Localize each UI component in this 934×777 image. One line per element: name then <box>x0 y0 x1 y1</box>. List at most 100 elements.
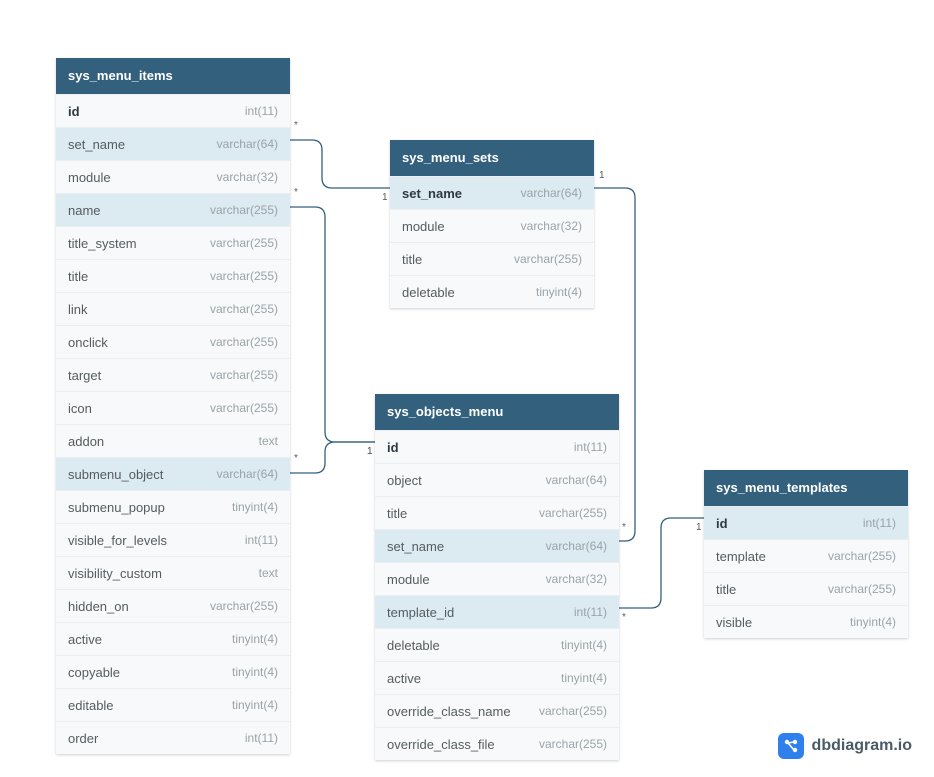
column-name: name <box>68 203 101 218</box>
column-type: varchar(255) <box>539 506 607 520</box>
table-row[interactable]: deletabletinyint(4) <box>375 628 619 661</box>
table-sys_menu_templates[interactable]: sys_menu_templatesid int(11) template varch… <box>704 470 908 638</box>
table-sys_objects_menu[interactable]: sys_objects_menuidint(11) object varchar(6… <box>375 394 619 760</box>
table-row[interactable]: titlevarchar(255) <box>390 242 594 275</box>
relationship-edge <box>619 518 704 608</box>
column-type: varchar(255) <box>210 368 278 382</box>
column-name: module <box>68 170 111 185</box>
table-row[interactable]: addon text <box>56 424 290 457</box>
column-type: int(11) <box>863 516 896 530</box>
table-row[interactable]: hidden_onvarchar(255) <box>56 589 290 622</box>
cardinality-label: * <box>294 187 298 198</box>
column-type: varchar(32) <box>217 170 278 184</box>
column-name: addon <box>68 434 104 449</box>
column-type: varchar(255) <box>210 599 278 613</box>
table-row[interactable]: template_idint(11) <box>375 595 619 628</box>
table-row[interactable]: name varchar(255) <box>56 193 290 226</box>
column-type: varchar(64) <box>217 137 278 151</box>
table-row[interactable]: onclickvarchar(255) <box>56 325 290 358</box>
column-name: id <box>716 516 728 531</box>
column-type: varchar(255) <box>210 203 278 217</box>
table-row[interactable]: iconvarchar(255) <box>56 391 290 424</box>
column-name: set_name <box>402 186 462 201</box>
table-row[interactable]: idint(11) <box>375 430 619 463</box>
table-row[interactable]: modulevarchar(32) <box>375 562 619 595</box>
table-row[interactable]: id int(11) <box>56 94 290 127</box>
cardinality-label: 1 <box>696 522 702 533</box>
table-row[interactable]: deletabletinyint(4) <box>390 275 594 308</box>
watermark: dbdiagram.io <box>778 733 912 759</box>
column-type: varchar(32) <box>521 219 582 233</box>
column-type: int(11) <box>245 104 278 118</box>
column-name: template_id <box>387 605 454 620</box>
cardinality-label: 1 <box>367 446 373 457</box>
table-row[interactable]: template varchar(255) <box>704 539 908 572</box>
column-type: tinyint(4) <box>232 665 278 679</box>
table-row[interactable]: orderint(11) <box>56 721 290 754</box>
column-type: int(11) <box>574 440 607 454</box>
column-type: varchar(64) <box>521 186 582 200</box>
table-row[interactable]: id int(11) <box>704 506 908 539</box>
column-type: tinyint(4) <box>232 698 278 712</box>
column-name: copyable <box>68 665 120 680</box>
table-row[interactable]: set_namevarchar(64) <box>375 529 619 562</box>
column-name: editable <box>68 698 114 713</box>
table-row[interactable]: override_class_namevarchar(255) <box>375 694 619 727</box>
table-row[interactable]: module varchar(32) <box>390 209 594 242</box>
column-name: module <box>402 219 445 234</box>
relationship-edge <box>290 442 375 473</box>
column-type: int(11) <box>245 533 278 547</box>
table-row[interactable]: activetinyint(4) <box>375 661 619 694</box>
table-row[interactable]: link varchar(255) <box>56 292 290 325</box>
table-row[interactable]: title varchar(255) <box>56 259 290 292</box>
table-header[interactable]: sys_menu_sets <box>390 140 594 176</box>
column-type: tinyint(4) <box>232 632 278 646</box>
table-row[interactable]: object varchar(64) <box>375 463 619 496</box>
column-type: varchar(64) <box>546 473 607 487</box>
column-name: title_system <box>68 236 137 251</box>
table-row[interactable]: submenu_objectvarchar(64) <box>56 457 290 490</box>
column-type: varchar(64) <box>546 539 607 553</box>
column-name: deletable <box>402 285 455 300</box>
column-name: id <box>68 104 80 119</box>
table-row[interactable]: titlevarchar(255) <box>375 496 619 529</box>
column-name: override_class_name <box>387 704 511 719</box>
table-row[interactable]: module varchar(32) <box>56 160 290 193</box>
column-type: int(11) <box>245 731 278 745</box>
table-row[interactable]: visible_for_levelsint(11) <box>56 523 290 556</box>
table-row[interactable]: editable tinyint(4) <box>56 688 290 721</box>
column-type: varchar(255) <box>210 269 278 283</box>
column-type: text <box>259 434 278 448</box>
table-row[interactable]: titlevarchar(255) <box>704 572 908 605</box>
table-row[interactable]: active tinyint(4) <box>56 622 290 655</box>
column-name: set_name <box>68 137 125 152</box>
table-row[interactable]: set_name varchar(64) <box>56 127 290 160</box>
table-row[interactable]: copyable tinyint(4) <box>56 655 290 688</box>
column-type: varchar(255) <box>828 549 896 563</box>
cardinality-label: * <box>622 522 626 533</box>
column-type: varchar(32) <box>546 572 607 586</box>
column-name: template <box>716 549 766 564</box>
relationship-edge <box>290 207 375 442</box>
table-row[interactable]: submenu_popuptinyint(4) <box>56 490 290 523</box>
column-type: varchar(255) <box>210 302 278 316</box>
cardinality-label: 1 <box>382 192 388 203</box>
table-row[interactable]: title_systemvarchar(255) <box>56 226 290 259</box>
column-name: title <box>68 269 88 284</box>
table-header[interactable]: sys_objects_menu <box>375 394 619 430</box>
table-header[interactable]: sys_menu_items <box>56 58 290 94</box>
table-row[interactable]: override_class_filevarchar(255) <box>375 727 619 760</box>
column-name: link <box>68 302 88 317</box>
table-header[interactable]: sys_menu_templates <box>704 470 908 506</box>
table-sys_menu_items[interactable]: sys_menu_itemsid int(11) set_name varchar(6… <box>56 58 290 754</box>
table-row[interactable]: targetvarchar(255) <box>56 358 290 391</box>
relationship-edge <box>290 140 390 188</box>
column-name: title <box>402 252 422 267</box>
table-row[interactable]: visibility_customtext <box>56 556 290 589</box>
table-sys_menu_sets[interactable]: sys_menu_sets set_name varchar(64) module va… <box>390 140 594 308</box>
column-name: object <box>387 473 422 488</box>
table-row[interactable]: set_name varchar(64) <box>390 176 594 209</box>
column-name: icon <box>68 401 92 416</box>
table-row[interactable]: visibletinyint(4) <box>704 605 908 638</box>
column-name: active <box>68 632 102 647</box>
